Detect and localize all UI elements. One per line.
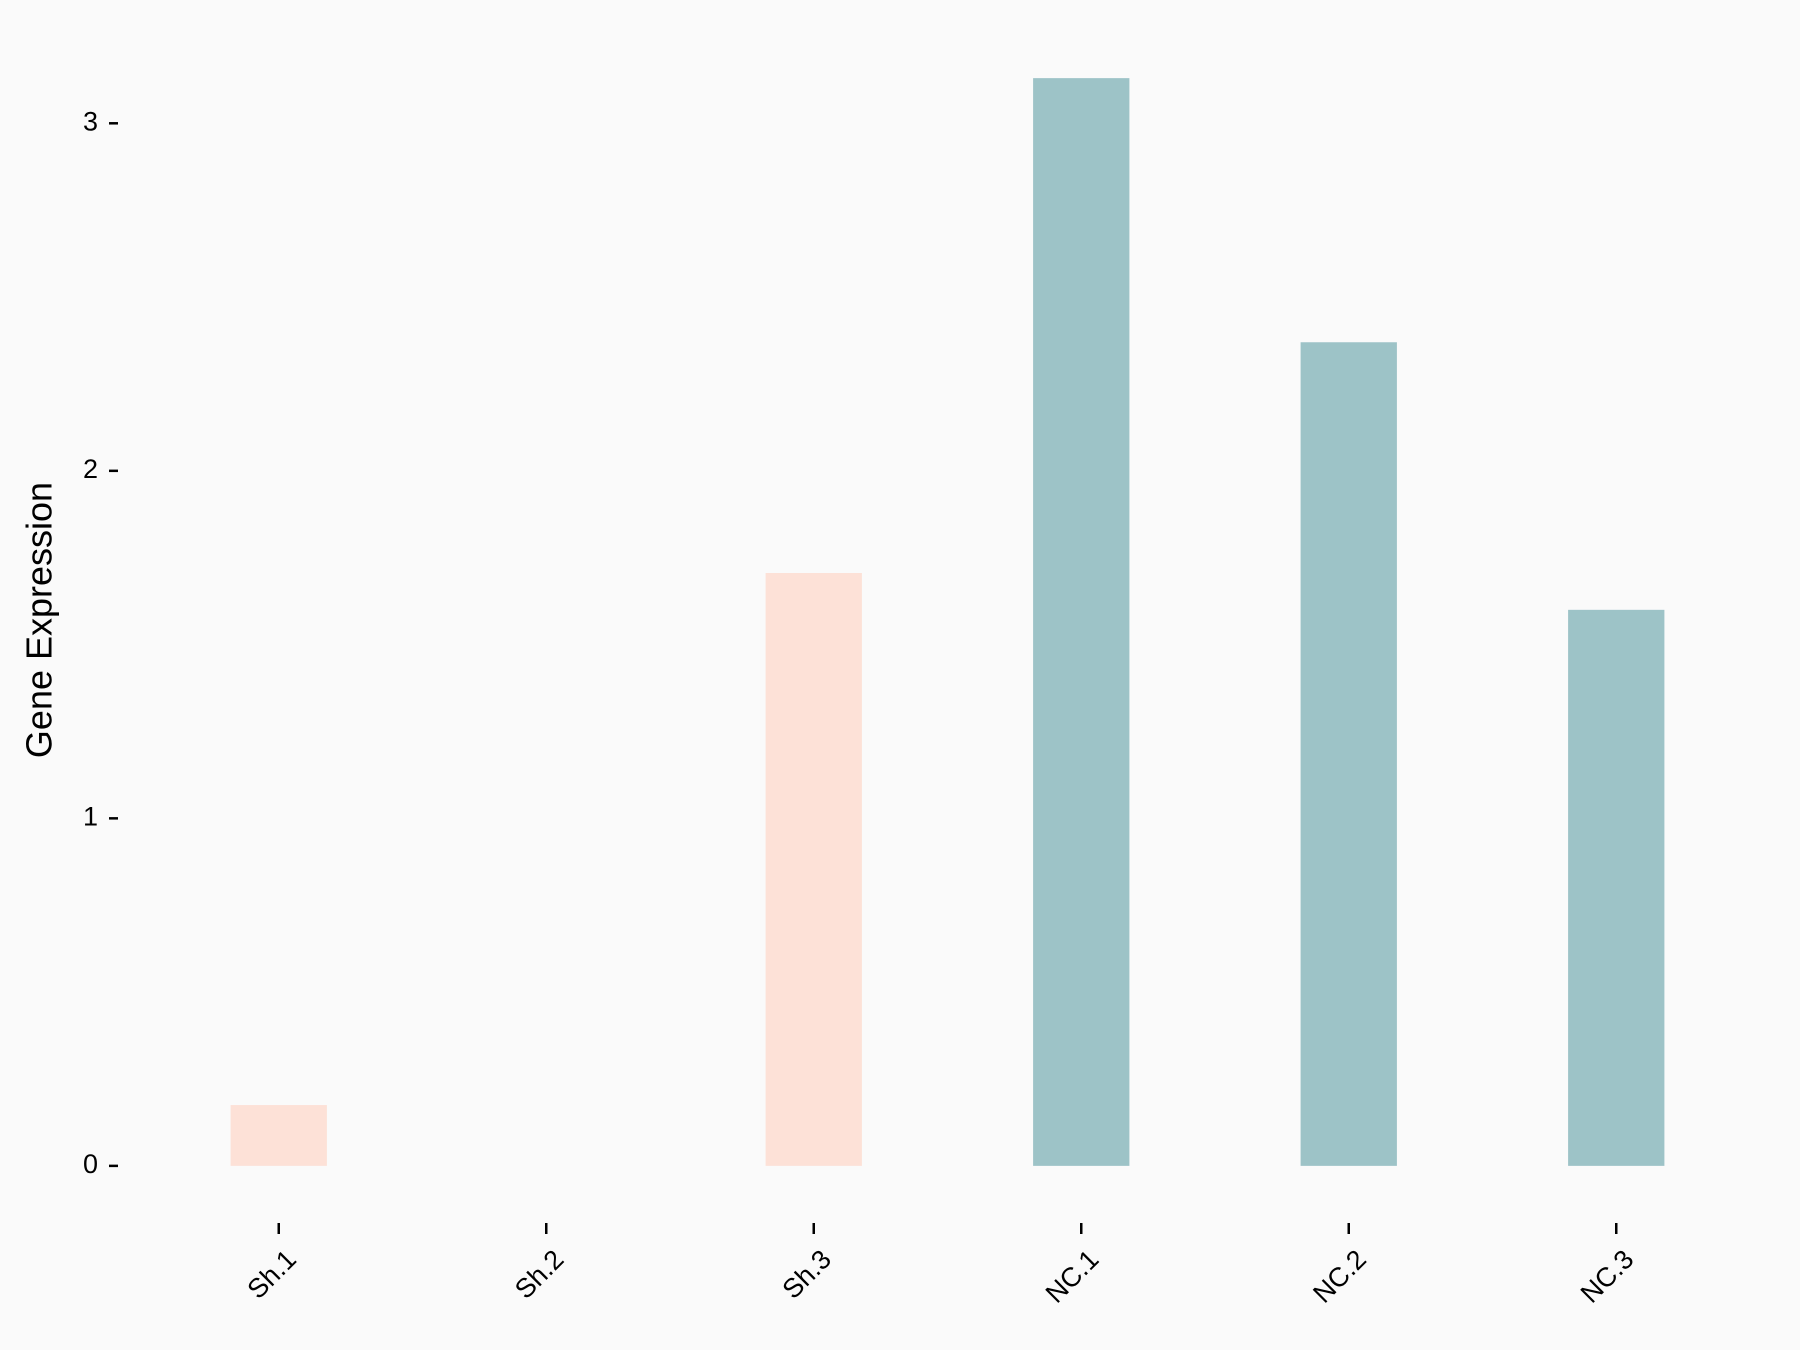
bar bbox=[1300, 342, 1397, 1166]
bar bbox=[1033, 78, 1130, 1166]
y-tick-label: 2 bbox=[83, 454, 98, 484]
y-tick-label: 3 bbox=[83, 106, 98, 136]
y-tick-label: 1 bbox=[83, 801, 98, 831]
bar bbox=[765, 572, 862, 1166]
bar bbox=[230, 1105, 327, 1166]
y-tick-label: 0 bbox=[83, 1149, 98, 1179]
y-axis-label: Gene Expression bbox=[19, 482, 60, 758]
bar bbox=[1568, 609, 1665, 1166]
